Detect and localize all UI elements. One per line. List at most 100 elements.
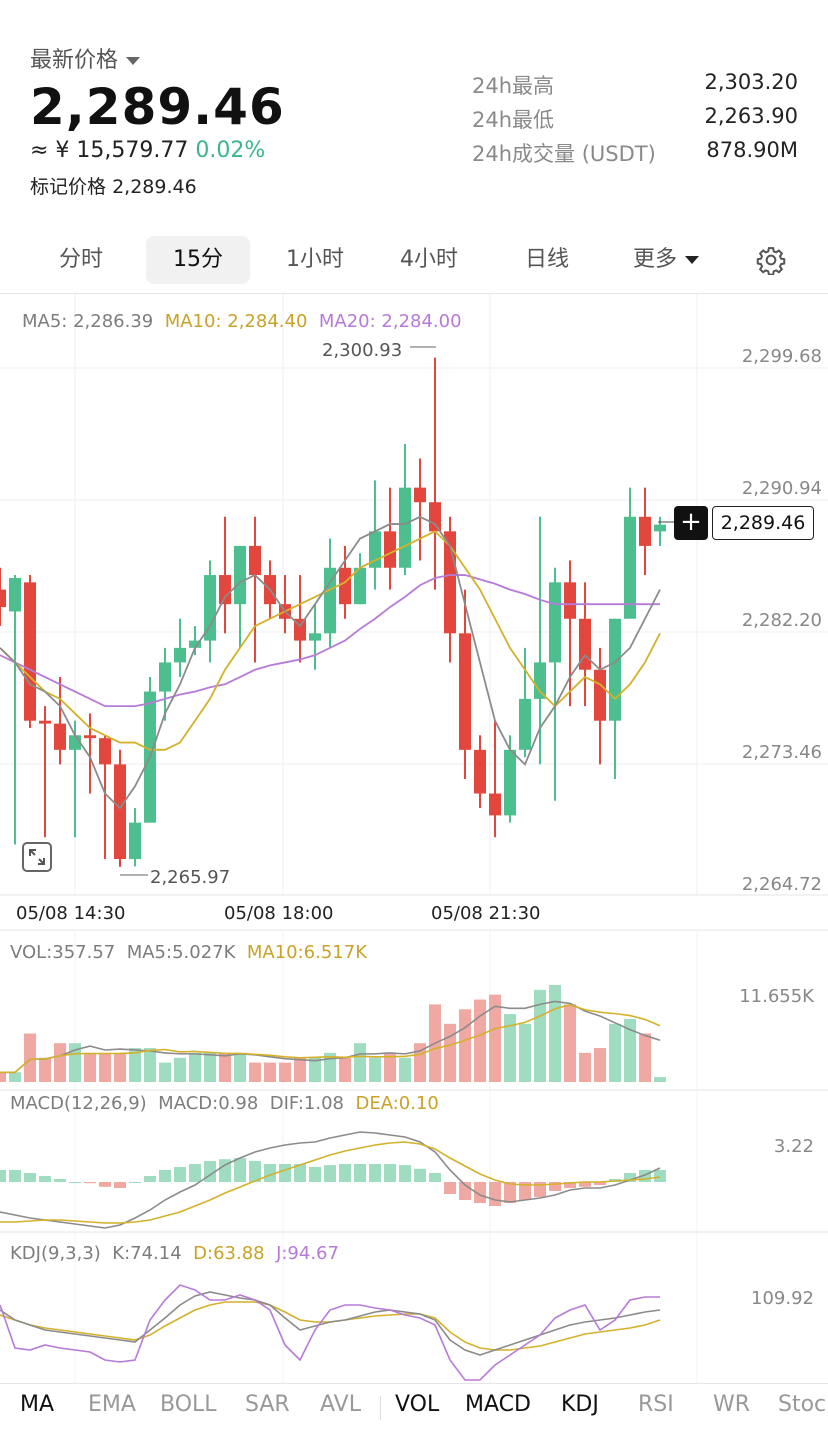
macd-hist-bar bbox=[564, 1182, 576, 1188]
candle-body bbox=[429, 502, 441, 532]
tab-4hour[interactable]: 4小时 bbox=[400, 247, 458, 272]
volume-bar bbox=[654, 1077, 666, 1082]
macd-hist-bar bbox=[234, 1158, 246, 1182]
macd-hist-bar bbox=[579, 1182, 591, 1187]
indicator-tab-wr[interactable]: WR bbox=[713, 1392, 751, 1417]
y-tick: 2,290.94 bbox=[741, 478, 822, 499]
tab-1hour[interactable]: 1小时 bbox=[286, 247, 344, 272]
macd-hist-bar bbox=[54, 1179, 66, 1182]
kdj-y-tick: 109.92 bbox=[751, 1288, 814, 1309]
candle-body bbox=[129, 822, 141, 860]
macd-hist-bar bbox=[369, 1164, 381, 1182]
dif-value: DIF:1.08 bbox=[269, 1093, 345, 1114]
vol-y-tick: 11.655K bbox=[739, 986, 814, 1007]
x-tick: 05/08 21:30 bbox=[431, 903, 541, 924]
change-percent: 0.02% bbox=[195, 138, 266, 163]
tab-daily[interactable]: 日线 bbox=[524, 247, 569, 272]
volume-bar bbox=[369, 1057, 381, 1082]
volume-bar bbox=[594, 1048, 606, 1082]
candle-body bbox=[309, 633, 321, 641]
indicator-tab-rsi[interactable]: RSI bbox=[638, 1392, 674, 1417]
candle-body bbox=[84, 735, 96, 739]
indicator-tab-macd[interactable]: MACD bbox=[465, 1392, 531, 1417]
gear-icon bbox=[756, 247, 786, 276]
indicator-tab-ma[interactable]: MA bbox=[20, 1392, 55, 1417]
macd-hist-bar bbox=[624, 1173, 636, 1182]
stat-label: 24h成交量 (USDT) bbox=[472, 142, 656, 166]
candle-body bbox=[384, 531, 396, 568]
macd-hist-bar bbox=[504, 1182, 516, 1203]
cny-price-line: ≈ ¥ 15,579.77 0.02% bbox=[30, 138, 265, 163]
macd-legend: MACD(12,26,9) MACD:0.98 DIF:1.08 DEA:0.1… bbox=[10, 1093, 439, 1114]
macd-hist-bar bbox=[219, 1159, 231, 1182]
macd-hist-bar bbox=[294, 1164, 306, 1182]
indicator-tab-ema[interactable]: EMA bbox=[88, 1392, 136, 1417]
candle-body bbox=[54, 723, 66, 750]
candle-body bbox=[0, 589, 6, 608]
volume-bar bbox=[279, 1062, 291, 1082]
volume-bar bbox=[189, 1052, 201, 1082]
volume-bar bbox=[234, 1052, 246, 1082]
macd-hist-bar bbox=[444, 1182, 456, 1194]
stat-24h-low: 24h最低 2,263.90 bbox=[472, 104, 798, 134]
volume-bar bbox=[159, 1062, 171, 1082]
x-tick: 05/08 18:00 bbox=[224, 903, 334, 924]
indicator-tab-kdj[interactable]: KDJ bbox=[561, 1392, 599, 1417]
candle-body bbox=[114, 764, 126, 860]
tab-more[interactable]: 更多 bbox=[616, 236, 716, 284]
caret-down-icon bbox=[126, 57, 141, 65]
y-tick: 2,264.72 bbox=[741, 874, 822, 895]
volume-bar bbox=[504, 1014, 516, 1082]
volume-bar bbox=[249, 1062, 261, 1082]
fullscreen-button[interactable] bbox=[22, 842, 52, 872]
vol-value: VOL:357.57 bbox=[10, 942, 116, 963]
tab-time-sharing[interactable]: 分时 bbox=[58, 247, 103, 272]
macd-hist-bar bbox=[174, 1167, 186, 1182]
volume-bar bbox=[24, 1033, 36, 1082]
macd-hist-bar bbox=[489, 1182, 501, 1206]
indicator-tab-sar[interactable]: SAR bbox=[245, 1392, 290, 1417]
macd-hist-bar bbox=[249, 1161, 261, 1182]
ma-lines bbox=[0, 515, 661, 810]
indicator-tab-boll[interactable]: BOLL bbox=[160, 1392, 217, 1417]
add-order-button[interactable]: + bbox=[674, 506, 708, 540]
macd-hist-bar bbox=[114, 1182, 126, 1188]
settings-button[interactable] bbox=[748, 236, 794, 284]
kline-chart-area[interactable] bbox=[0, 294, 828, 1386]
indicator-tab-avl[interactable]: AVL bbox=[320, 1392, 361, 1417]
stat-value: 2,263.90 bbox=[704, 104, 798, 128]
macd-hist-bar bbox=[144, 1176, 156, 1182]
latest-price-selector[interactable]: 最新价格 bbox=[30, 42, 141, 74]
indicator-tabs: MA EMA BOLL SAR AVL VOL MACD KDJ RSI WR … bbox=[0, 1386, 828, 1430]
macd-hist-bar bbox=[279, 1164, 291, 1182]
macd-hist-bar bbox=[399, 1165, 411, 1182]
last-price: 2,289.46 bbox=[30, 78, 285, 136]
candle-body bbox=[99, 738, 111, 765]
macd-hist-bar bbox=[159, 1170, 171, 1182]
volume-bar bbox=[444, 1023, 456, 1082]
macd-hist-bar bbox=[309, 1167, 321, 1182]
last-price-tag[interactable]: 2,289.46 bbox=[712, 506, 814, 540]
volume-bar bbox=[354, 1043, 366, 1082]
candle-body bbox=[159, 662, 171, 692]
y-tick: 2,299.68 bbox=[741, 346, 822, 367]
timeframe-tabs: 分时 15分 1小时 4小时 日线 更多 bbox=[0, 236, 828, 286]
d-value: D:63.88 bbox=[193, 1243, 265, 1264]
candle-body bbox=[189, 640, 201, 648]
high-price-label: 2,300.93 bbox=[322, 340, 403, 361]
macd-y-tick: 3.22 bbox=[773, 1136, 814, 1157]
y-tick: 2,282.20 bbox=[741, 610, 822, 631]
volume-bar bbox=[579, 1052, 591, 1082]
vol-legend: VOL:357.57 MA5:5.027K MA10:6.517K bbox=[10, 942, 367, 963]
macd-hist-bar bbox=[264, 1164, 276, 1182]
kdj-k-line bbox=[0, 1291, 661, 1356]
volume-bar bbox=[204, 1052, 216, 1082]
tab-15min[interactable]: 15分 bbox=[146, 236, 250, 284]
kdj-legend: KDJ(9,3,3) K:74.14 D:63.88 J:94.67 bbox=[10, 1243, 339, 1264]
indicator-tab-stoch[interactable]: Stoc bbox=[778, 1392, 827, 1417]
macd-hist-bar bbox=[474, 1182, 486, 1203]
macd-hist-bar bbox=[99, 1182, 111, 1187]
indicator-tab-vol[interactable]: VOL bbox=[395, 1392, 440, 1417]
expand-icon bbox=[29, 849, 45, 865]
candle-body bbox=[234, 545, 246, 605]
